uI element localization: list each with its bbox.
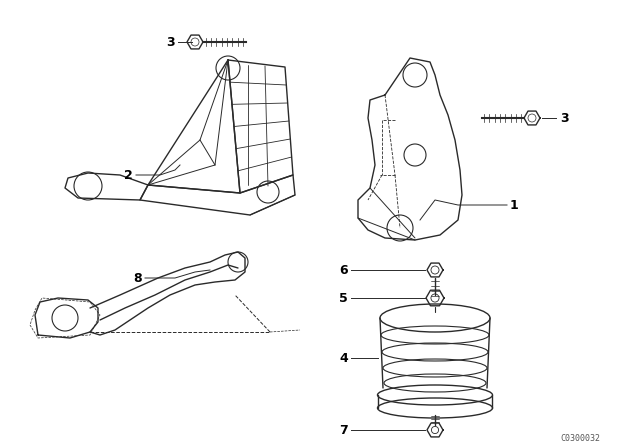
Text: 3: 3: [560, 112, 568, 125]
Text: 8: 8: [133, 271, 142, 284]
Text: 5: 5: [339, 292, 348, 305]
Text: 6: 6: [339, 263, 348, 276]
Text: 2: 2: [124, 168, 133, 181]
Text: 1: 1: [510, 198, 519, 211]
Text: C0300032: C0300032: [560, 434, 600, 443]
Text: 3: 3: [166, 35, 175, 48]
Text: 4: 4: [339, 352, 348, 365]
Text: 7: 7: [339, 423, 348, 436]
